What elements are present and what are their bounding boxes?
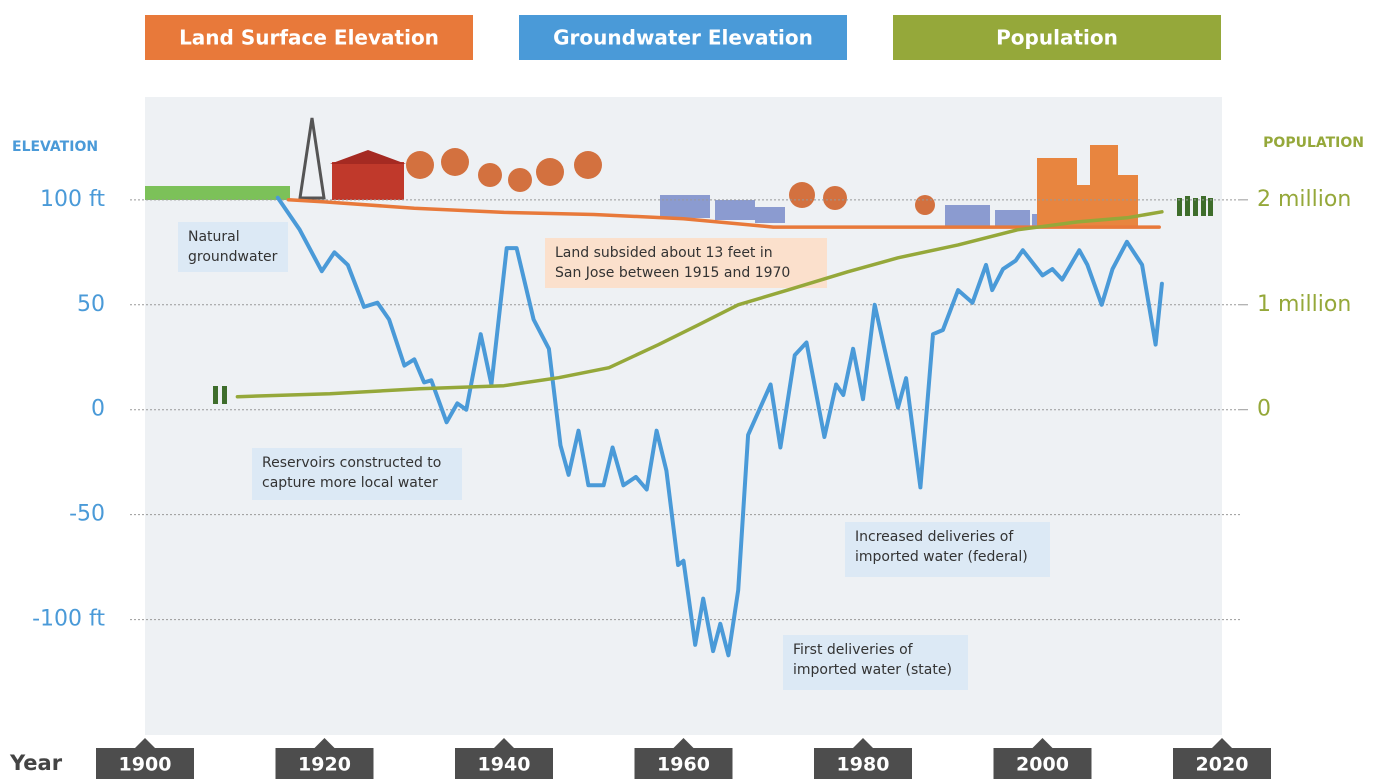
annotation-text: imported water (state) <box>793 662 952 678</box>
annotation-text: Reservoirs constructed to <box>262 455 441 471</box>
legend-label: Land Surface Elevation <box>179 26 439 50</box>
y-tick-label: 50 <box>77 292 105 317</box>
x-tick-label: 1960 <box>657 754 710 776</box>
x-tick-label: 1900 <box>119 754 172 776</box>
y-axis-label: ELEVATION <box>12 139 98 155</box>
legend-label: Population <box>996 26 1118 50</box>
x-tick-label: 2000 <box>1016 754 1069 776</box>
chart: ELEVATION POPULATION Year 100 ft 50 0 -50 -1… <box>0 0 1379 779</box>
annotation-text: imported water (federal) <box>855 549 1028 565</box>
annotation-text: First deliveries of <box>793 642 914 658</box>
annotation-text: Increased deliveries of <box>855 529 1014 545</box>
y-tick-label: 0 <box>91 397 105 422</box>
y2-tick-label: 0 <box>1257 397 1271 422</box>
x-axis-label: Year <box>9 751 63 775</box>
x-tick-label: 2020 <box>1196 754 1249 776</box>
x-tick-label: 1920 <box>298 754 351 776</box>
y2-tick-label: 1 million <box>1257 292 1351 317</box>
y-tick-label: -100 ft <box>32 607 105 632</box>
y-tick-label: 100 ft <box>40 187 105 212</box>
x-tick-label: 1980 <box>837 754 890 776</box>
y-tick-label: -50 <box>69 502 105 527</box>
x-tick-label: 1940 <box>478 754 531 776</box>
annotation-text: groundwater <box>188 249 278 265</box>
annotation-text: Natural <box>188 229 240 245</box>
annotation-text: San Jose between 1915 and 1970 <box>555 265 790 281</box>
y2-axis-label: POPULATION <box>1263 135 1364 151</box>
annotation-text: Land subsided about 13 feet in <box>555 245 773 261</box>
y2-tick-label: 2 million <box>1257 187 1351 212</box>
legend-label: Groundwater Elevation <box>553 26 813 50</box>
annotation-text: capture more local water <box>262 475 438 491</box>
